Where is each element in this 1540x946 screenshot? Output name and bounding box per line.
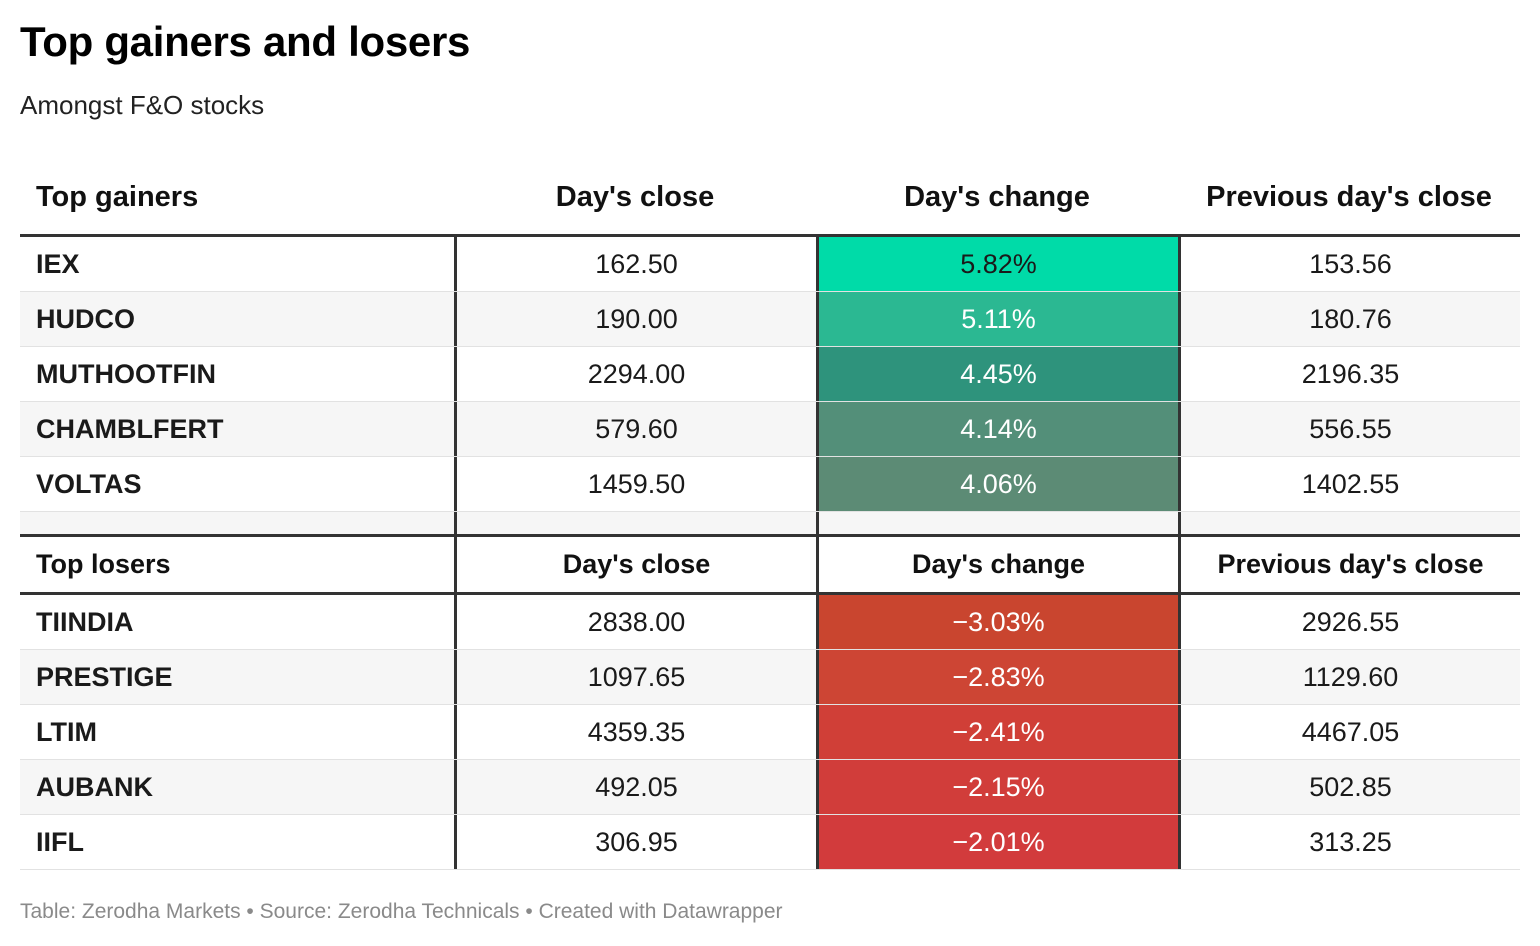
stock-name-cell: TIINDIA (36, 606, 134, 637)
data-table: Top gainers Day's close Day's change Pre… (20, 160, 1520, 870)
stock-name-cell: AUBANK (36, 771, 153, 802)
stock-name-cell: LTIM (36, 716, 97, 747)
previous-close-cell: 502.85 (1178, 760, 1520, 814)
days-change-cell: −2.83% (816, 650, 1178, 704)
stock-name-cell: MUTHOOTFIN (36, 358, 216, 389)
gainers-header-close: Day's close (555, 180, 715, 213)
table-row: TIINDIA 2838.00 −3.03% 2926.55 (20, 595, 1520, 650)
days-change-cell: −2.15% (816, 760, 1178, 814)
previous-close-cell: 153.56 (1178, 237, 1520, 291)
losers-header-prev: Previous day's close (1178, 537, 1520, 592)
stock-name-cell: HUDCO (36, 303, 135, 334)
table-row: AUBANK 492.05 −2.15% 502.85 (20, 760, 1520, 815)
days-close-cell: 190.00 (454, 292, 816, 346)
table-row: MUTHOOTFIN 2294.00 4.45% 2196.35 (20, 347, 1520, 402)
gainers-header-change: Day's change (904, 180, 1090, 213)
previous-close-cell: 556.55 (1178, 402, 1520, 456)
stock-name-cell: VOLTAS (36, 468, 142, 499)
days-change-cell: 4.14% (816, 402, 1178, 456)
losers-header-row: Top losers Day's close Day's change Prev… (20, 537, 1520, 595)
days-close-cell: 579.60 (454, 402, 816, 456)
previous-close-cell: 4467.05 (1178, 705, 1520, 759)
section-spacer (20, 512, 1520, 537)
chart-subtitle: Amongst F&O stocks (20, 90, 265, 120)
losers-header-change: Day's change (816, 537, 1178, 592)
previous-close-cell: 1129.60 (1178, 650, 1520, 704)
chart-title: Top gainers and losers (20, 18, 471, 65)
days-close-cell: 162.50 (454, 237, 816, 291)
days-change-cell: 4.06% (816, 457, 1178, 511)
days-close-cell: 306.95 (454, 815, 816, 869)
previous-close-cell: 2926.55 (1178, 595, 1520, 649)
gainers-header-row: Top gainers Day's close Day's change Pre… (20, 160, 1520, 237)
days-close-cell: 2294.00 (454, 347, 816, 401)
days-close-cell: 1097.65 (454, 650, 816, 704)
table-row: IEX 162.50 5.82% 153.56 (20, 237, 1520, 292)
gainers-header-prev: Previous day's close (1206, 180, 1492, 213)
days-close-cell: 2838.00 (454, 595, 816, 649)
days-change-cell: 5.11% (816, 292, 1178, 346)
chart-footer: Table: Zerodha Markets • Source: Zerodha… (20, 900, 783, 923)
previous-close-cell: 2196.35 (1178, 347, 1520, 401)
stock-name-cell: IEX (36, 248, 80, 279)
days-change-cell: 4.45% (816, 347, 1178, 401)
gainers-body: IEX 162.50 5.82% 153.56 HUDCO 190.00 5.11% 180.… (20, 237, 1520, 512)
days-close-cell: 1459.50 (454, 457, 816, 511)
previous-close-cell: 313.25 (1178, 815, 1520, 869)
table-row: VOLTAS 1459.50 4.06% 1402.55 (20, 457, 1520, 512)
losers-body: TIINDIA 2838.00 −3.03% 2926.55 PRESTIGE 1097.… (20, 595, 1520, 870)
losers-header-name: Top losers (36, 549, 171, 579)
stock-name-cell: PRESTIGE (36, 661, 173, 692)
gainers-header-name: Top gainers (36, 180, 199, 213)
table-row: CHAMBLFERT 579.60 4.14% 556.55 (20, 402, 1520, 457)
days-change-cell: −3.03% (816, 595, 1178, 649)
table-row: HUDCO 190.00 5.11% 180.76 (20, 292, 1520, 347)
days-change-cell: −2.01% (816, 815, 1178, 869)
losers-header-close: Day's close (454, 537, 816, 592)
previous-close-cell: 1402.55 (1178, 457, 1520, 511)
stock-name-cell: IIFL (36, 826, 84, 857)
table-row: PRESTIGE 1097.65 −2.83% 1129.60 (20, 650, 1520, 705)
table-row: LTIM 4359.35 −2.41% 4467.05 (20, 705, 1520, 760)
table-row: IIFL 306.95 −2.01% 313.25 (20, 815, 1520, 870)
days-close-cell: 492.05 (454, 760, 816, 814)
previous-close-cell: 180.76 (1178, 292, 1520, 346)
days-change-cell: 5.82% (816, 237, 1178, 291)
stock-name-cell: CHAMBLFERT (36, 413, 224, 444)
days-close-cell: 4359.35 (454, 705, 816, 759)
days-change-cell: −2.41% (816, 705, 1178, 759)
